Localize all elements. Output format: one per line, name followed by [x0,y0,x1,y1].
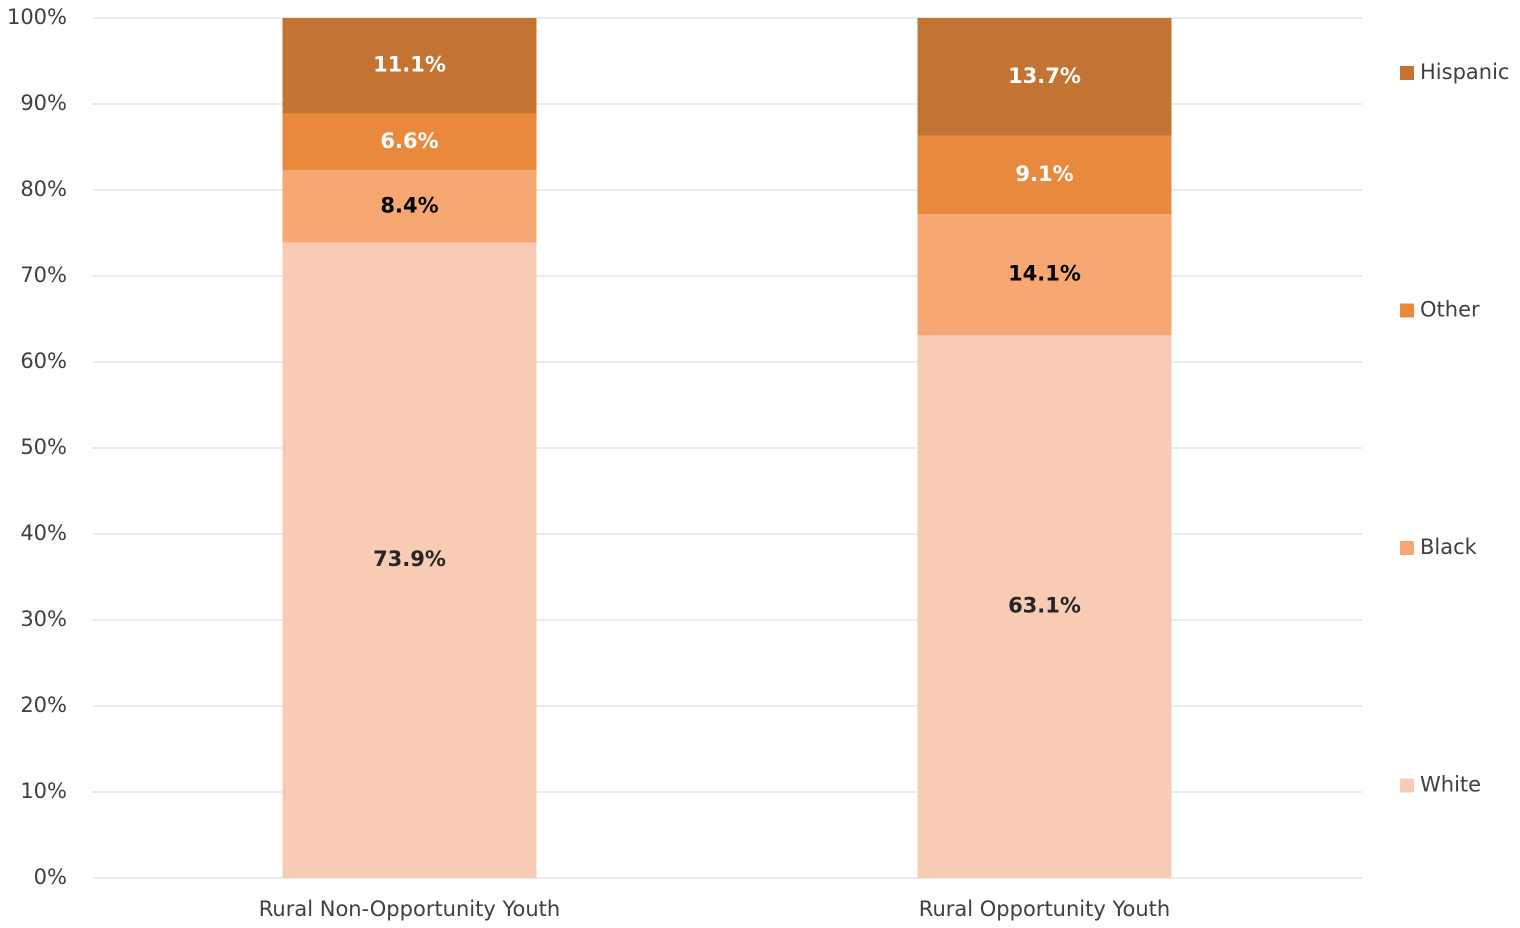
y-tick-label: 20% [20,693,67,717]
y-tick-label: 50% [20,435,67,459]
value-label: 13.7% [1008,64,1081,88]
value-label: 9.1% [1015,162,1073,186]
legend-label: Hispanic [1420,60,1509,84]
legend-swatch [1400,66,1414,80]
value-label: 63.1% [1008,594,1081,618]
x-tick-label: Rural Opportunity Youth [919,897,1170,921]
y-tick-label: 90% [20,91,67,115]
y-tick-label: 60% [20,349,67,373]
value-label: 11.1% [373,53,446,77]
y-tick-label: 100% [7,5,67,29]
bar-segment [282,242,537,878]
legend-label: Black [1420,535,1478,559]
bar-segment [917,214,1172,336]
y-tick-label: 0% [34,865,67,889]
bar-segment [917,135,1172,215]
bar-segment [282,113,537,171]
y-tick-label: 70% [20,263,67,287]
y-tick-label: 40% [20,521,67,545]
y-tick-label: 30% [20,607,67,631]
legend-label: White [1420,773,1481,797]
bar-segment [917,18,1172,136]
legend-swatch [1400,303,1414,318]
bar-segment [917,335,1172,879]
bar-segment [282,18,537,114]
value-label: 73.9% [373,547,446,571]
value-label: 8.4% [380,193,438,217]
legend-swatch [1400,778,1414,793]
y-tick-label: 80% [20,177,67,201]
x-tick-label: Rural Non-Opportunity Youth [259,897,560,921]
bar-segment [282,170,537,243]
y-tick-label: 10% [20,779,67,803]
value-label: 14.1% [1008,262,1081,286]
legend-label: Other [1420,298,1480,322]
legend-swatch [1400,541,1414,555]
value-label: 6.6% [380,129,438,153]
